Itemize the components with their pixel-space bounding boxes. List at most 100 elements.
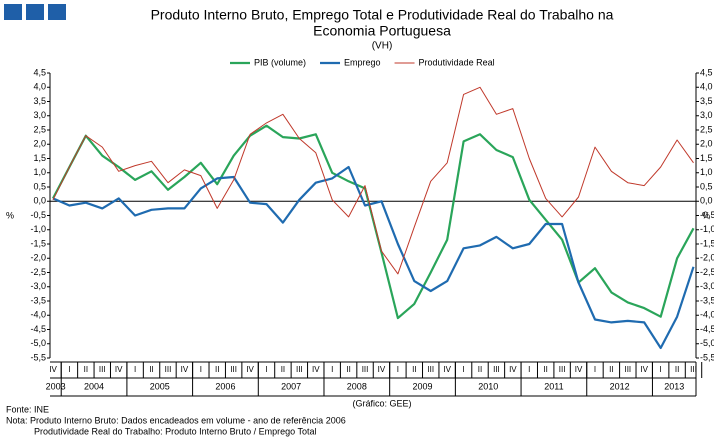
x-tick-label: I [462, 365, 464, 374]
x-tick-label: II [215, 365, 219, 374]
x-group-label: 2010 [478, 381, 498, 391]
y2-tick-label: -3,0 [700, 281, 714, 291]
x-group-label: 2009 [413, 381, 433, 391]
x-tick-label: IV [181, 365, 189, 374]
logo-block [48, 4, 66, 20]
y-axis-label: % [6, 210, 14, 220]
x-tick-label: III [230, 365, 237, 374]
x-tick-label: III [624, 365, 631, 374]
x-tick-label: III [362, 365, 369, 374]
y2-tick-label: -0,5 [700, 210, 714, 220]
x-tick-label: II [609, 365, 613, 374]
y2-tick-label: -3,5 [700, 295, 714, 305]
x-tick-label: II [412, 365, 416, 374]
y-tick-label: -5,0 [30, 338, 46, 348]
x-tick-label: III [99, 365, 106, 374]
x-tick-label: I [594, 365, 596, 374]
x-tick-label: IV [115, 365, 123, 374]
y-tick-label: 3,5 [33, 96, 46, 106]
x-tick-label: IV [49, 365, 57, 374]
logo-block [4, 4, 22, 20]
y2-axis-label: % [702, 210, 710, 220]
y2-tick-label: -1,0 [700, 224, 714, 234]
y2-tick-label: -5,0 [700, 338, 714, 348]
x-group-label: 2005 [150, 381, 170, 391]
y2-tick-label: 0,5 [700, 181, 713, 191]
y2-tick-label: 4,5 [700, 67, 713, 77]
y-tick-label: 2,5 [33, 124, 46, 134]
x-tick-label: III [559, 365, 566, 374]
y2-tick-label: 1,5 [700, 153, 713, 163]
chart-title: Produto Interno Bruto, Emprego Total e P… [151, 7, 614, 23]
y-tick-label: -4,5 [30, 324, 46, 334]
x-tick-label: II [543, 365, 547, 374]
x-group-label: 2011 [544, 381, 563, 391]
y-tick-label: 2,0 [33, 139, 46, 149]
x-tick-label: III [690, 365, 697, 374]
x-group-label: 2007 [281, 381, 301, 391]
y-tick-label: -4,0 [30, 310, 46, 320]
y-tick-label: 4,5 [33, 67, 46, 77]
y-tick-label: -1,0 [30, 224, 46, 234]
y-tick-label: -1,5 [30, 238, 46, 248]
logo-block [26, 4, 44, 20]
note: Produtividade Real do Trabalho: Produto … [34, 426, 317, 436]
y-tick-label: 3,0 [33, 110, 46, 120]
x-group-label: 2013 [664, 381, 684, 391]
y2-tick-label: 0,0 [700, 196, 713, 206]
x-tick-label: II [281, 365, 285, 374]
series-line [52, 165, 695, 350]
x-tick-label: III [493, 365, 500, 374]
y-tick-label: -5,5 [30, 352, 46, 362]
y-tick-label: -3,5 [30, 295, 46, 305]
note: Nota: Produto Interno Bruto: Dados encad… [6, 415, 346, 425]
x-tick-label: I [397, 365, 399, 374]
x-tick-label: IV [509, 365, 517, 374]
y-tick-label: 4,0 [33, 82, 46, 92]
x-tick-label: II [84, 365, 88, 374]
y-tick-label: 0,5 [33, 181, 46, 191]
y-tick-label: -3,0 [30, 281, 46, 291]
x-tick-label: IV [246, 365, 254, 374]
y-tick-label: 1,0 [33, 167, 46, 177]
x-group-label: 2006 [215, 381, 235, 391]
x-tick-label: II [149, 365, 153, 374]
y2-tick-label: -4,5 [700, 324, 714, 334]
y2-tick-label: -2,0 [700, 253, 714, 263]
y2-tick-label: 2,5 [700, 124, 713, 134]
x-tick-label: IV [640, 365, 648, 374]
x-tick-label: IV [312, 365, 320, 374]
x-tick-label: I [68, 365, 70, 374]
series-line [52, 124, 695, 320]
x-group-label: 2004 [84, 381, 104, 391]
x-tick-label: I [660, 365, 662, 374]
x-tick-label: IV [575, 365, 583, 374]
x-tick-label: II [346, 365, 350, 374]
y2-tick-label: 3,5 [700, 96, 713, 106]
x-tick-label: I [528, 365, 530, 374]
legend-label: Produtividade Real [419, 57, 495, 67]
x-group-label: 2008 [347, 381, 367, 391]
chart-subtitle: (VH) [372, 41, 393, 52]
legend-label: PIB (volume) [254, 57, 306, 67]
y2-tick-label: 1,0 [700, 167, 713, 177]
y-tick-label: 1,5 [33, 153, 46, 163]
note: Fonte: INE [6, 404, 49, 414]
y2-tick-label: -4,0 [700, 310, 714, 320]
x-tick-label: II [675, 365, 679, 374]
y-tick-label: -2,5 [30, 267, 46, 277]
x-tick-label: II [478, 365, 482, 374]
chart-title: Economia Portuguesa [313, 23, 451, 39]
y-tick-label: 0,0 [33, 196, 46, 206]
x-tick-label: III [165, 365, 172, 374]
series-line [52, 86, 694, 275]
x-tick-label: I [331, 365, 333, 374]
x-group-label: 2012 [610, 381, 630, 391]
y2-tick-label: 4,0 [700, 82, 713, 92]
x-tick-label: I [200, 365, 202, 374]
x-tick-label: IV [378, 365, 386, 374]
y2-tick-label: -5,5 [700, 352, 714, 362]
x-group-label: 2003 [46, 381, 66, 391]
x-tick-label: I [134, 365, 136, 374]
